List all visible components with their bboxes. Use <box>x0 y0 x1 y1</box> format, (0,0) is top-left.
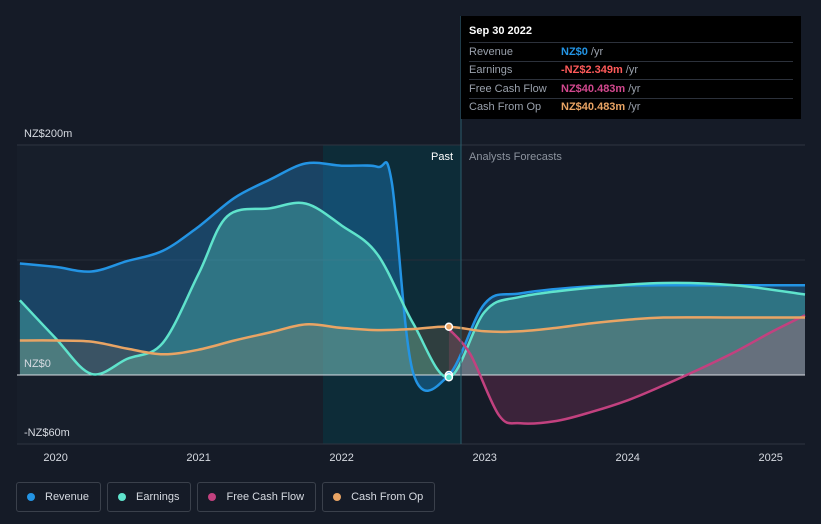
line-cash-from-op <box>19 316 805 356</box>
area-free-cash-flow <box>448 315 805 424</box>
marker-cash-from-op <box>444 322 454 331</box>
y-label-zero: NZ$0 <box>24 358 51 370</box>
forecast-label: Analysts Forecasts <box>469 151 562 163</box>
area-cash-from-op <box>19 317 805 375</box>
x-tick-label: 2022 <box>329 452 353 464</box>
legend-dot-icon <box>118 493 127 501</box>
tooltip-value: NZ$0 <box>561 45 588 58</box>
chart-legend: Revenue Earnings Free Cash Flow Cash Fro… <box>16 482 436 512</box>
tooltip-row-revenue: Revenue NZ$0 /yr <box>469 42 793 61</box>
tooltip-row-free-cash-flow: Free Cash Flow NZ$40.483m /yr <box>469 79 793 98</box>
legend-item-revenue[interactable]: Revenue <box>16 482 102 512</box>
tooltip-unit: /yr <box>625 64 638 77</box>
x-axis-ticks: 2020 2021 2022 2023 2024 2025 <box>43 452 783 464</box>
series-markers <box>444 322 454 382</box>
legend-label: Earnings <box>136 491 180 503</box>
tooltip-unit: /yr <box>590 45 604 58</box>
legend-label: Cash From Op <box>351 491 424 503</box>
legend-label: Free Cash Flow <box>226 491 305 503</box>
tooltip-row-cash-from-op: Cash From Op NZ$40.483m /yr <box>469 97 793 117</box>
x-tick-label: 2024 <box>615 452 639 464</box>
tooltip-label: Cash From Op <box>469 101 542 114</box>
marker-earnings <box>444 373 454 382</box>
tooltip-label: Free Cash Flow <box>469 82 547 95</box>
legend-item-free-cash-flow[interactable]: Free Cash Flow <box>197 482 317 512</box>
tooltip-date: Sep 30 2022 <box>469 25 532 37</box>
series-areas <box>19 162 805 424</box>
series-lines <box>18 161 806 425</box>
tooltip-label: Earnings <box>469 64 513 77</box>
y-label-bottom: -NZ$60m <box>24 427 70 439</box>
tooltip-unit: /yr <box>628 101 641 114</box>
x-tick-label: 2020 <box>43 452 67 464</box>
tooltip-value: NZ$40.483m <box>561 101 626 114</box>
legend-item-earnings[interactable]: Earnings <box>107 482 192 512</box>
area-revenue <box>19 162 805 391</box>
tooltip-value: NZ$40.483m <box>561 82 626 95</box>
line-free-cash-flow <box>447 314 806 425</box>
past-label: Past <box>431 151 453 163</box>
legend-item-cash-from-op[interactable]: Cash From Op <box>322 482 436 512</box>
tooltip-value: -NZ$2.349m <box>561 64 623 77</box>
line-earnings <box>18 201 806 379</box>
tooltip-label: Revenue <box>469 45 514 58</box>
tooltip: Sep 30 2022 Revenue NZ$0 /yr Earnings -N… <box>461 16 801 119</box>
tooltip-row-earnings: Earnings -NZ$2.349m /yr <box>469 60 793 80</box>
legend-dot-icon <box>27 493 35 501</box>
highlight-period <box>323 145 461 444</box>
x-tick-label: 2023 <box>472 452 496 464</box>
legend-dot-icon <box>333 493 342 501</box>
x-tick-label: 2025 <box>758 452 782 464</box>
tooltip-unit: /yr <box>628 82 641 95</box>
x-tick-label: 2021 <box>186 452 210 464</box>
legend-dot-icon <box>208 493 217 501</box>
area-earnings <box>19 202 805 378</box>
y-label-top: NZ$200m <box>24 128 72 140</box>
legend-label: Revenue <box>45 491 90 503</box>
